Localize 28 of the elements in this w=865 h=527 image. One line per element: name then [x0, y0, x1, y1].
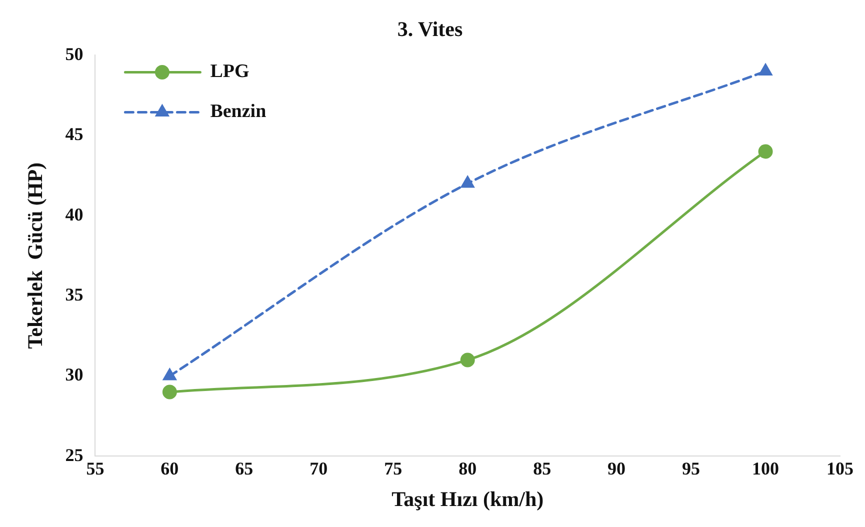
y-tick-label: 45 — [65, 124, 84, 144]
legend-label: Benzin — [210, 101, 267, 122]
x-tick-label: 75 — [384, 458, 402, 479]
x-axis-title: Taşıt Hızı (km/h) — [392, 486, 544, 511]
point — [461, 176, 474, 188]
point — [163, 368, 176, 380]
point — [460, 352, 475, 368]
y-tick-label: 30 — [65, 364, 84, 385]
chart-title: 3. Vites — [397, 17, 463, 42]
y-axis-title: Tekerlek Gücü (HP) — [23, 162, 48, 349]
point — [758, 144, 773, 159]
y-tick-label: 35 — [65, 284, 84, 304]
x-tick-label: 90 — [608, 458, 626, 479]
x-tick-label: 100 — [752, 458, 780, 479]
x-tick-label: 65 — [235, 458, 254, 479]
y-tick-label: 25 — [65, 444, 84, 465]
x-tick-label: 105 — [826, 458, 854, 479]
x-tick-label: 80 — [458, 458, 477, 479]
y-tick-label: 40 — [65, 204, 84, 224]
y-tick-label: 50 — [65, 44, 84, 64]
x-tick-label: 55 — [86, 458, 104, 479]
point — [759, 64, 772, 76]
legend-label: LPG — [210, 61, 250, 82]
x-tick-label: 60 — [160, 458, 179, 479]
x-tick-label: 70 — [310, 458, 328, 479]
x-tick-label: 85 — [533, 458, 552, 479]
point — [162, 384, 177, 400]
x-tick-label: 95 — [682, 458, 700, 479]
